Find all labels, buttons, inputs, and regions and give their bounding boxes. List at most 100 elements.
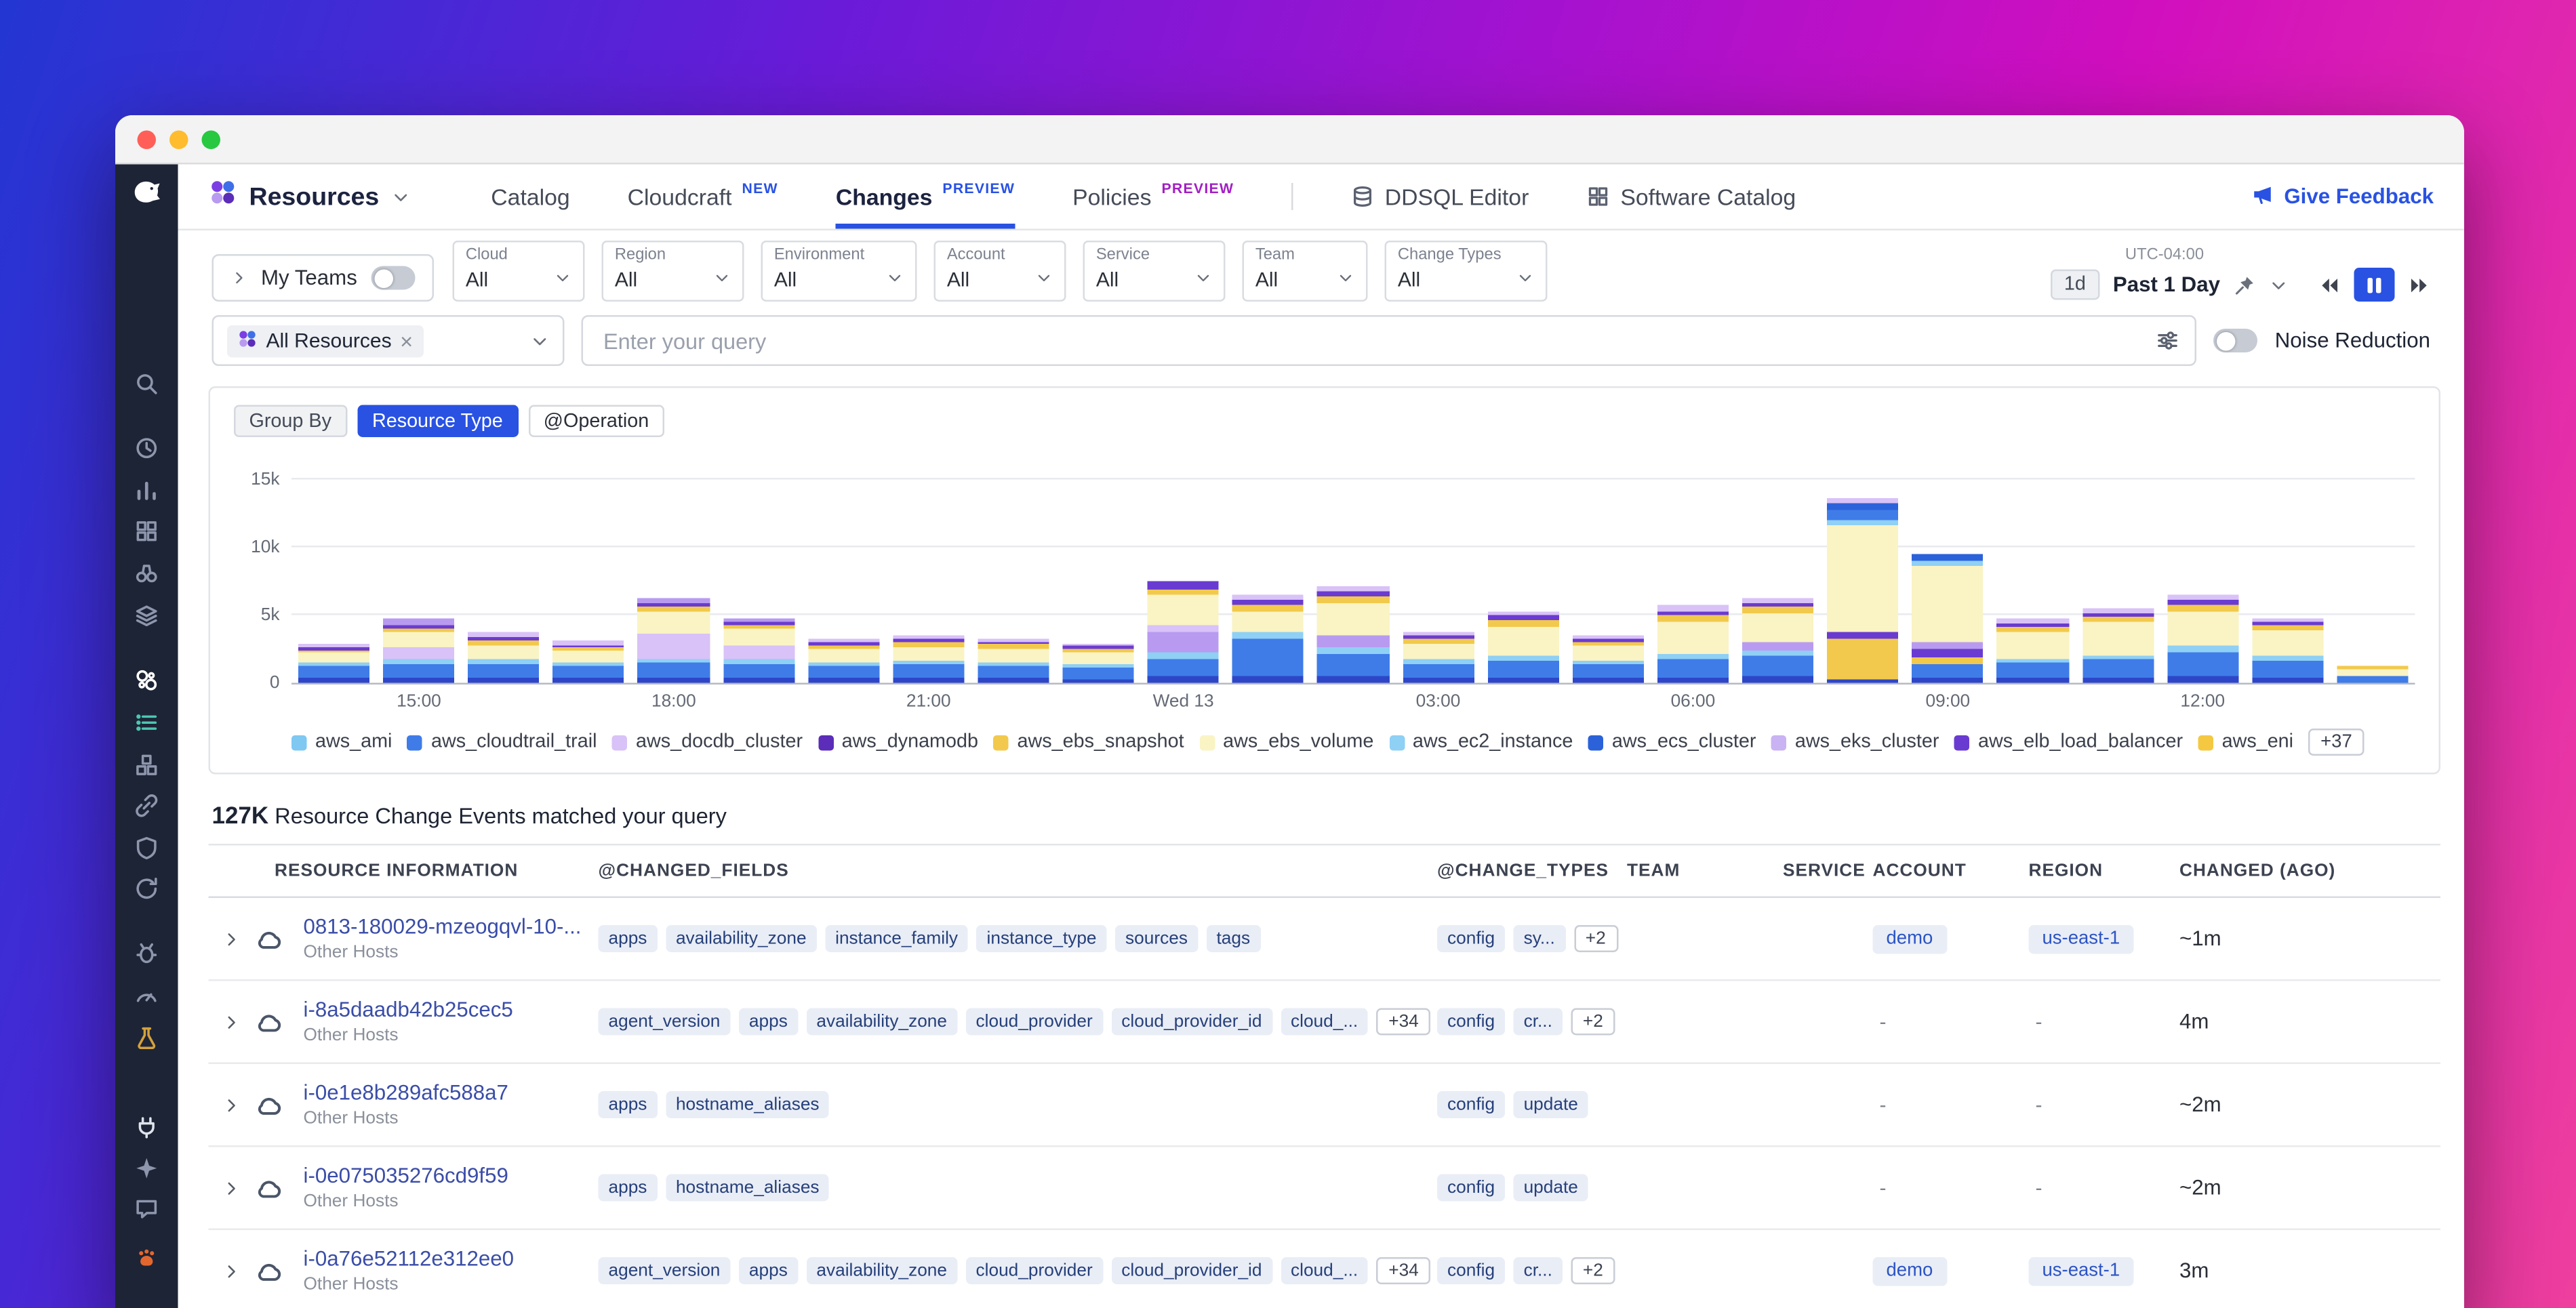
legend-item-aws-eni[interactable]: aws_eni [2198, 732, 2293, 752]
bar-5[interactable] [723, 619, 794, 683]
column-header-change-types[interactable]: @CHANGE_TYPES [1437, 861, 1609, 881]
remove-scope-icon[interactable]: × [400, 327, 414, 354]
expand-row-button[interactable] [209, 1261, 255, 1280]
bar-10[interactable] [1148, 581, 1220, 683]
table-row[interactable]: i-8a5daadb42b25cec5 Other Hosts agent_vers… [208, 981, 2440, 1064]
close-window-button[interactable] [137, 129, 156, 148]
bar-3[interactable] [552, 640, 625, 683]
legend-item-aws-ecs-cluster[interactable]: aws_ecs_cluster [1588, 732, 1756, 752]
more-fields-chip[interactable]: +34 [1376, 1257, 1431, 1284]
legend-item-aws-cloudtrail-trail[interactable]: aws_cloudtrail_trail [407, 732, 597, 752]
account-pill[interactable]: demo [1872, 924, 1947, 954]
feedback-icon[interactable] [133, 1195, 160, 1222]
column-header-changed-fields[interactable]: @CHANGED_FIELDS [598, 861, 789, 881]
group-chip-resource-type[interactable]: Resource Type [357, 405, 519, 437]
metrics-icon[interactable] [133, 476, 160, 504]
expand-row-button[interactable] [209, 1179, 255, 1198]
column-header-changed-ago[interactable]: CHANGED (AGO) [2179, 861, 2336, 881]
bar-0[interactable] [298, 643, 370, 683]
minimize-window-button[interactable] [169, 129, 188, 148]
error-tracking-icon[interactable] [133, 939, 160, 966]
change-type-chip[interactable]: cr... [1513, 1257, 1563, 1284]
column-header-account[interactable]: ACCOUNT [1872, 861, 1967, 881]
change-type-chip[interactable]: cr... [1513, 1008, 1563, 1036]
legend-item-aws-docdb-cluster[interactable]: aws_docdb_cluster [611, 732, 803, 752]
my-teams-filter[interactable]: My Teams [212, 254, 434, 302]
tab-catalog[interactable]: Catalog [491, 165, 569, 229]
pin-icon[interactable] [2234, 274, 2256, 296]
column-header-region[interactable]: REGION [2028, 861, 2104, 881]
security-icon[interactable] [133, 834, 160, 861]
bar-12[interactable] [1317, 586, 1389, 683]
account-pill[interactable]: demo [1872, 1256, 1947, 1286]
bar-6[interactable] [807, 638, 880, 683]
column-header-resource-information[interactable]: RESOURCE INFORMATION [275, 861, 519, 881]
noise-reduction-toggle[interactable] [2213, 329, 2258, 352]
change-type-chip[interactable]: config [1437, 1091, 1506, 1118]
scope-select[interactable]: All Resources × [212, 315, 565, 366]
field-chip[interactable]: tags [1206, 925, 1261, 952]
column-header-team[interactable]: TEAM [1627, 861, 1681, 881]
bar-18[interactable] [1827, 498, 1899, 683]
legend-item-aws-ebs-volume[interactable]: aws_ebs_volume [1199, 732, 1373, 752]
more-types-chip[interactable]: +2 [1573, 925, 1618, 952]
more-fields-chip[interactable]: +34 [1376, 1008, 1431, 1036]
field-chip[interactable]: apps [598, 1174, 658, 1202]
bar-15[interactable] [1572, 635, 1644, 683]
field-chip[interactable]: hostname_aliases [665, 1091, 830, 1118]
bar-7[interactable] [893, 635, 965, 683]
filter-select-change-types[interactable]: Change Types All [1384, 241, 1547, 302]
bar-13[interactable] [1402, 632, 1474, 683]
bar-21[interactable] [2082, 608, 2154, 683]
field-chip[interactable]: cloud_... [1280, 1257, 1369, 1284]
bar-22[interactable] [2167, 594, 2238, 683]
filter-select-region[interactable]: Region All [601, 241, 744, 302]
change-type-chip[interactable]: update [1513, 1091, 1588, 1118]
tab-ddsql-editor[interactable]: DDSQL Editor [1351, 165, 1529, 229]
time-range-label[interactable]: Past 1 Day [2112, 272, 2220, 297]
field-chip[interactable]: instance_type [976, 925, 1107, 952]
field-chip[interactable]: cloud_provider_id [1111, 1008, 1272, 1036]
product-switcher[interactable]: Resources [209, 178, 410, 216]
column-header-service[interactable]: SERVICE [1783, 861, 1866, 881]
filter-select-service[interactable]: Service All [1082, 241, 1225, 302]
field-chip[interactable]: availability_zone [665, 925, 817, 952]
filter-select-team[interactable]: Team All [1241, 241, 1367, 302]
sparkle-icon[interactable] [133, 1154, 160, 1181]
bar-24[interactable] [2337, 665, 2409, 683]
bar-23[interactable] [2251, 618, 2324, 683]
field-chip[interactable]: cloud_provider_id [1111, 1257, 1272, 1284]
field-chip[interactable]: apps [738, 1257, 798, 1284]
group-chip-operation[interactable]: @Operation [528, 405, 664, 437]
region-pill[interactable]: us-east-1 [2028, 924, 2134, 954]
my-teams-toggle[interactable] [370, 266, 415, 290]
field-chip[interactable]: apps [598, 925, 658, 952]
field-chip[interactable]: cloud_provider [965, 1257, 1103, 1284]
search-icon[interactable] [133, 369, 160, 396]
bar-2[interactable] [468, 632, 540, 683]
field-chip[interactable]: apps [738, 1008, 798, 1036]
bits-ai-icon[interactable] [133, 1244, 160, 1271]
change-type-chip[interactable]: update [1513, 1174, 1588, 1202]
table-row[interactable]: i-0e1e8b289afc588a7 Other Hosts apps hostna… [208, 1064, 2440, 1147]
field-chip[interactable]: cloud_provider [965, 1008, 1103, 1036]
field-chip[interactable]: sources [1115, 925, 1198, 952]
change-type-chip[interactable]: config [1437, 1008, 1506, 1036]
resource-name[interactable]: 0813-180029-mzeogqvl-10-... [303, 915, 582, 939]
integrations-icon[interactable] [133, 602, 160, 629]
filter-select-cloud[interactable]: Cloud All [451, 241, 584, 302]
watchdog-icon[interactable] [133, 559, 160, 586]
filter-select-environment[interactable]: Environment All [760, 241, 917, 302]
llm-observability-icon[interactable] [133, 1023, 160, 1050]
expand-row-button[interactable] [209, 1095, 255, 1114]
filter-select-account[interactable]: Account All [933, 241, 1066, 302]
resource-name[interactable]: i-0e1e8b289afc588a7 [303, 1081, 508, 1105]
more-types-chip[interactable]: +2 [1571, 1008, 1615, 1036]
resource-name[interactable]: i-0e075035276cd9f59 [303, 1164, 508, 1188]
history-icon[interactable] [133, 434, 160, 461]
forward-button[interactable] [2409, 274, 2431, 296]
change-type-chip[interactable]: config [1437, 1174, 1506, 1202]
table-row[interactable]: 0813-180029-mzeogqvl-10-... Other Hosts ap… [208, 898, 2440, 981]
sync-icon[interactable] [133, 874, 160, 901]
chevron-down-icon[interactable] [2270, 275, 2289, 294]
